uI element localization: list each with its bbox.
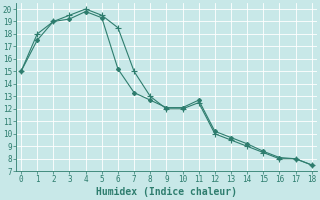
X-axis label: Humidex (Indice chaleur): Humidex (Indice chaleur) — [96, 187, 237, 197]
